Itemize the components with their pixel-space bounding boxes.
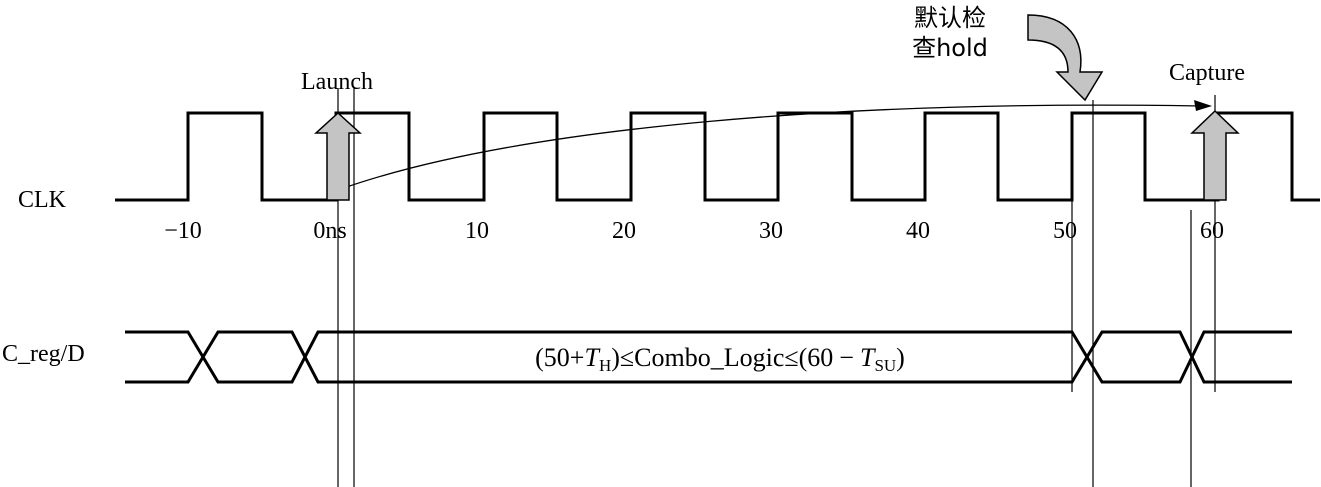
launch-label: Launch xyxy=(301,69,373,95)
constraint-open: (50+ xyxy=(535,343,584,372)
time-tick-label: 0ns xyxy=(313,218,346,244)
tsu-variable: T xyxy=(860,343,876,372)
hold-check-arrow xyxy=(1027,14,1104,102)
time-tick-label: 20 xyxy=(612,218,636,244)
clk-waveform xyxy=(115,111,1320,202)
time-tick-label: −10 xyxy=(164,218,202,244)
capture-label: Capture xyxy=(1169,60,1245,86)
time-tick-label: 10 xyxy=(465,218,489,244)
th-variable: T xyxy=(584,343,600,372)
default-hold-label-line2: 查hold xyxy=(912,34,988,62)
capture-arrowhead xyxy=(1194,100,1212,111)
time-tick-label: 30 xyxy=(759,218,783,244)
constraint-middle: )≤Combo_Logic≤(60 xyxy=(611,343,833,372)
capture-edge-arrow xyxy=(1190,109,1240,201)
time-axis-ticks: −10 0ns 10 20 30 40 50 60 xyxy=(164,218,1224,244)
data-waveform xyxy=(125,330,1292,384)
time-tick-label: 40 xyxy=(906,218,930,244)
data-signal-label: C_reg/D xyxy=(2,341,85,367)
time-tick-label: 60 xyxy=(1200,218,1224,244)
default-hold-label-line1: 默认检 xyxy=(914,4,986,32)
clk-label: CLK xyxy=(18,187,67,213)
tsu-subscript: SU xyxy=(874,356,896,375)
timing-constraint: (50+TH)≤Combo_Logic≤(60− TSU) xyxy=(535,343,905,375)
constraint-close: ) xyxy=(896,343,905,372)
th-subscript: H xyxy=(599,356,611,375)
constraint-minus: − xyxy=(839,343,854,372)
time-tick-label: 50 xyxy=(1053,218,1077,244)
launch-edge-arrow xyxy=(314,111,362,201)
launch-to-capture-path xyxy=(337,104,1201,191)
